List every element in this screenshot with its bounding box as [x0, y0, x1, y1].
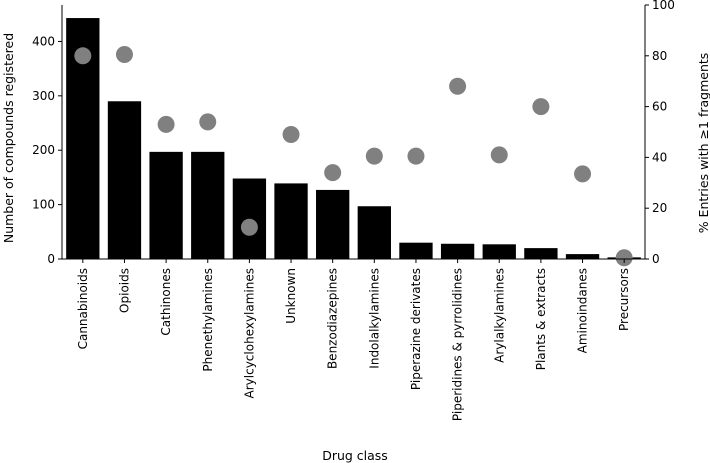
- bar-8: [399, 242, 433, 259]
- point-0: [74, 47, 92, 65]
- bar-10: [482, 244, 516, 259]
- x-tick-label-7: Indolalkylamines: [367, 268, 381, 369]
- y2-tick-label-1: 20: [652, 201, 667, 215]
- y2-tick-label-4: 80: [652, 49, 667, 63]
- x-axis-title: Drug class: [322, 448, 388, 463]
- y2-tick-label-5: 100: [652, 0, 675, 12]
- point-13: [615, 249, 633, 267]
- x-tick-label-4: Arylcyclohexylamines: [242, 268, 256, 398]
- point-9: [449, 77, 467, 95]
- point-1: [115, 46, 133, 64]
- point-2: [157, 115, 175, 133]
- x-tick-label-12: Aminoindanes: [576, 268, 590, 353]
- bar-11: [524, 248, 558, 259]
- point-5: [282, 126, 300, 144]
- x-tick-group: Cannabinoids Opioids Cathinones Phenethylam…: [76, 259, 631, 421]
- point-4: [240, 218, 258, 236]
- y-axis-title: Number of compounds registered: [1, 33, 16, 243]
- bar-2: [149, 151, 183, 259]
- y2-tick-label-2: 40: [652, 150, 667, 164]
- point-12: [574, 165, 592, 183]
- y-tick-group: 0 100 200 300 400: [32, 34, 62, 266]
- y2-axis-title: % Entries with ≥1 fragments: [696, 53, 710, 234]
- bar-5: [274, 183, 308, 259]
- point-11: [532, 98, 550, 116]
- x-tick-label-13: Precursors: [617, 268, 631, 331]
- x-tick-label-11: Plants & extracts: [534, 268, 548, 370]
- x-tick-label-5: Unknown: [284, 268, 298, 324]
- y-tick-label-0: 0: [47, 252, 55, 266]
- x-tick-label-3: Phenethylamines: [201, 268, 215, 372]
- point-8: [407, 147, 425, 165]
- point-7: [365, 147, 383, 165]
- y-tick-label-3: 300: [32, 89, 55, 103]
- bar-9: [440, 243, 475, 259]
- bar-12: [565, 254, 600, 259]
- y2-tick-label-0: 0: [652, 252, 660, 266]
- x-tick-label-6: Benzodiazepines: [326, 268, 340, 369]
- x-tick-label-0: Cannabinoids: [76, 268, 90, 349]
- bar-group: [66, 18, 641, 260]
- x-tick-label-10: Arylalkylamines: [492, 268, 506, 363]
- point-3: [199, 113, 217, 131]
- axes: [61, 5, 646, 260]
- point-group: [74, 46, 633, 267]
- bar-6: [316, 189, 350, 259]
- bar-7: [357, 206, 391, 259]
- bar-1: [107, 101, 142, 259]
- y-tick-label-4: 400: [32, 34, 55, 48]
- x-tick-label-9: Piperidines & pyrrolidines: [451, 268, 465, 421]
- y2-tick-label-3: 60: [652, 100, 667, 114]
- y-tick-label-1: 100: [32, 198, 55, 212]
- x-tick-label-1: Opioids: [117, 268, 131, 313]
- y-tick-label-2: 200: [32, 143, 55, 157]
- x-tick-label-2: Cathinones: [159, 268, 173, 336]
- point-10: [490, 146, 508, 164]
- bar-3: [191, 151, 225, 259]
- point-6: [324, 164, 342, 182]
- x-tick-label-8: Piperazine derivates: [409, 268, 423, 390]
- y2-tick-group: 0 20 40 60 80 100: [645, 0, 675, 266]
